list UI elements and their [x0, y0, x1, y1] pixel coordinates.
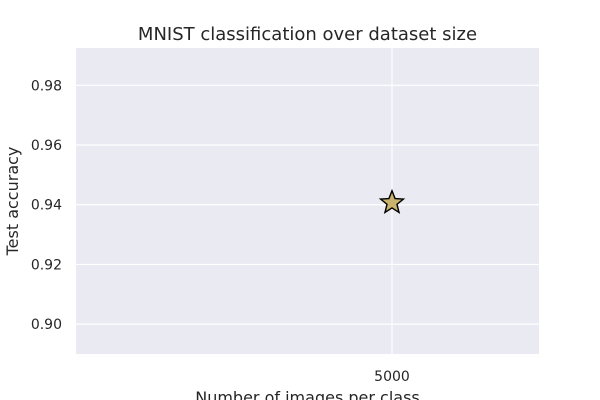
tick-labels: 0.90 0.92 0.94 0.96 0.98 5000 — [31, 78, 410, 385]
data-marks — [378, 188, 406, 214]
y-tick-label: 0.98 — [31, 78, 62, 94]
y-axis-label: Test accuracy — [3, 147, 22, 257]
x-tick-label: 5000 — [374, 369, 410, 385]
y-tick-label: 0.94 — [31, 198, 62, 214]
y-tick-label: 0.90 — [31, 317, 62, 333]
chart-title: MNIST classification over dataset size — [138, 24, 477, 45]
y-tick-label: 0.92 — [31, 257, 62, 273]
x-axis-label: Number of images per class — [195, 388, 420, 400]
data-point-star — [378, 188, 406, 214]
y-tick-label: 0.96 — [31, 138, 62, 154]
plot-area — [76, 48, 539, 354]
